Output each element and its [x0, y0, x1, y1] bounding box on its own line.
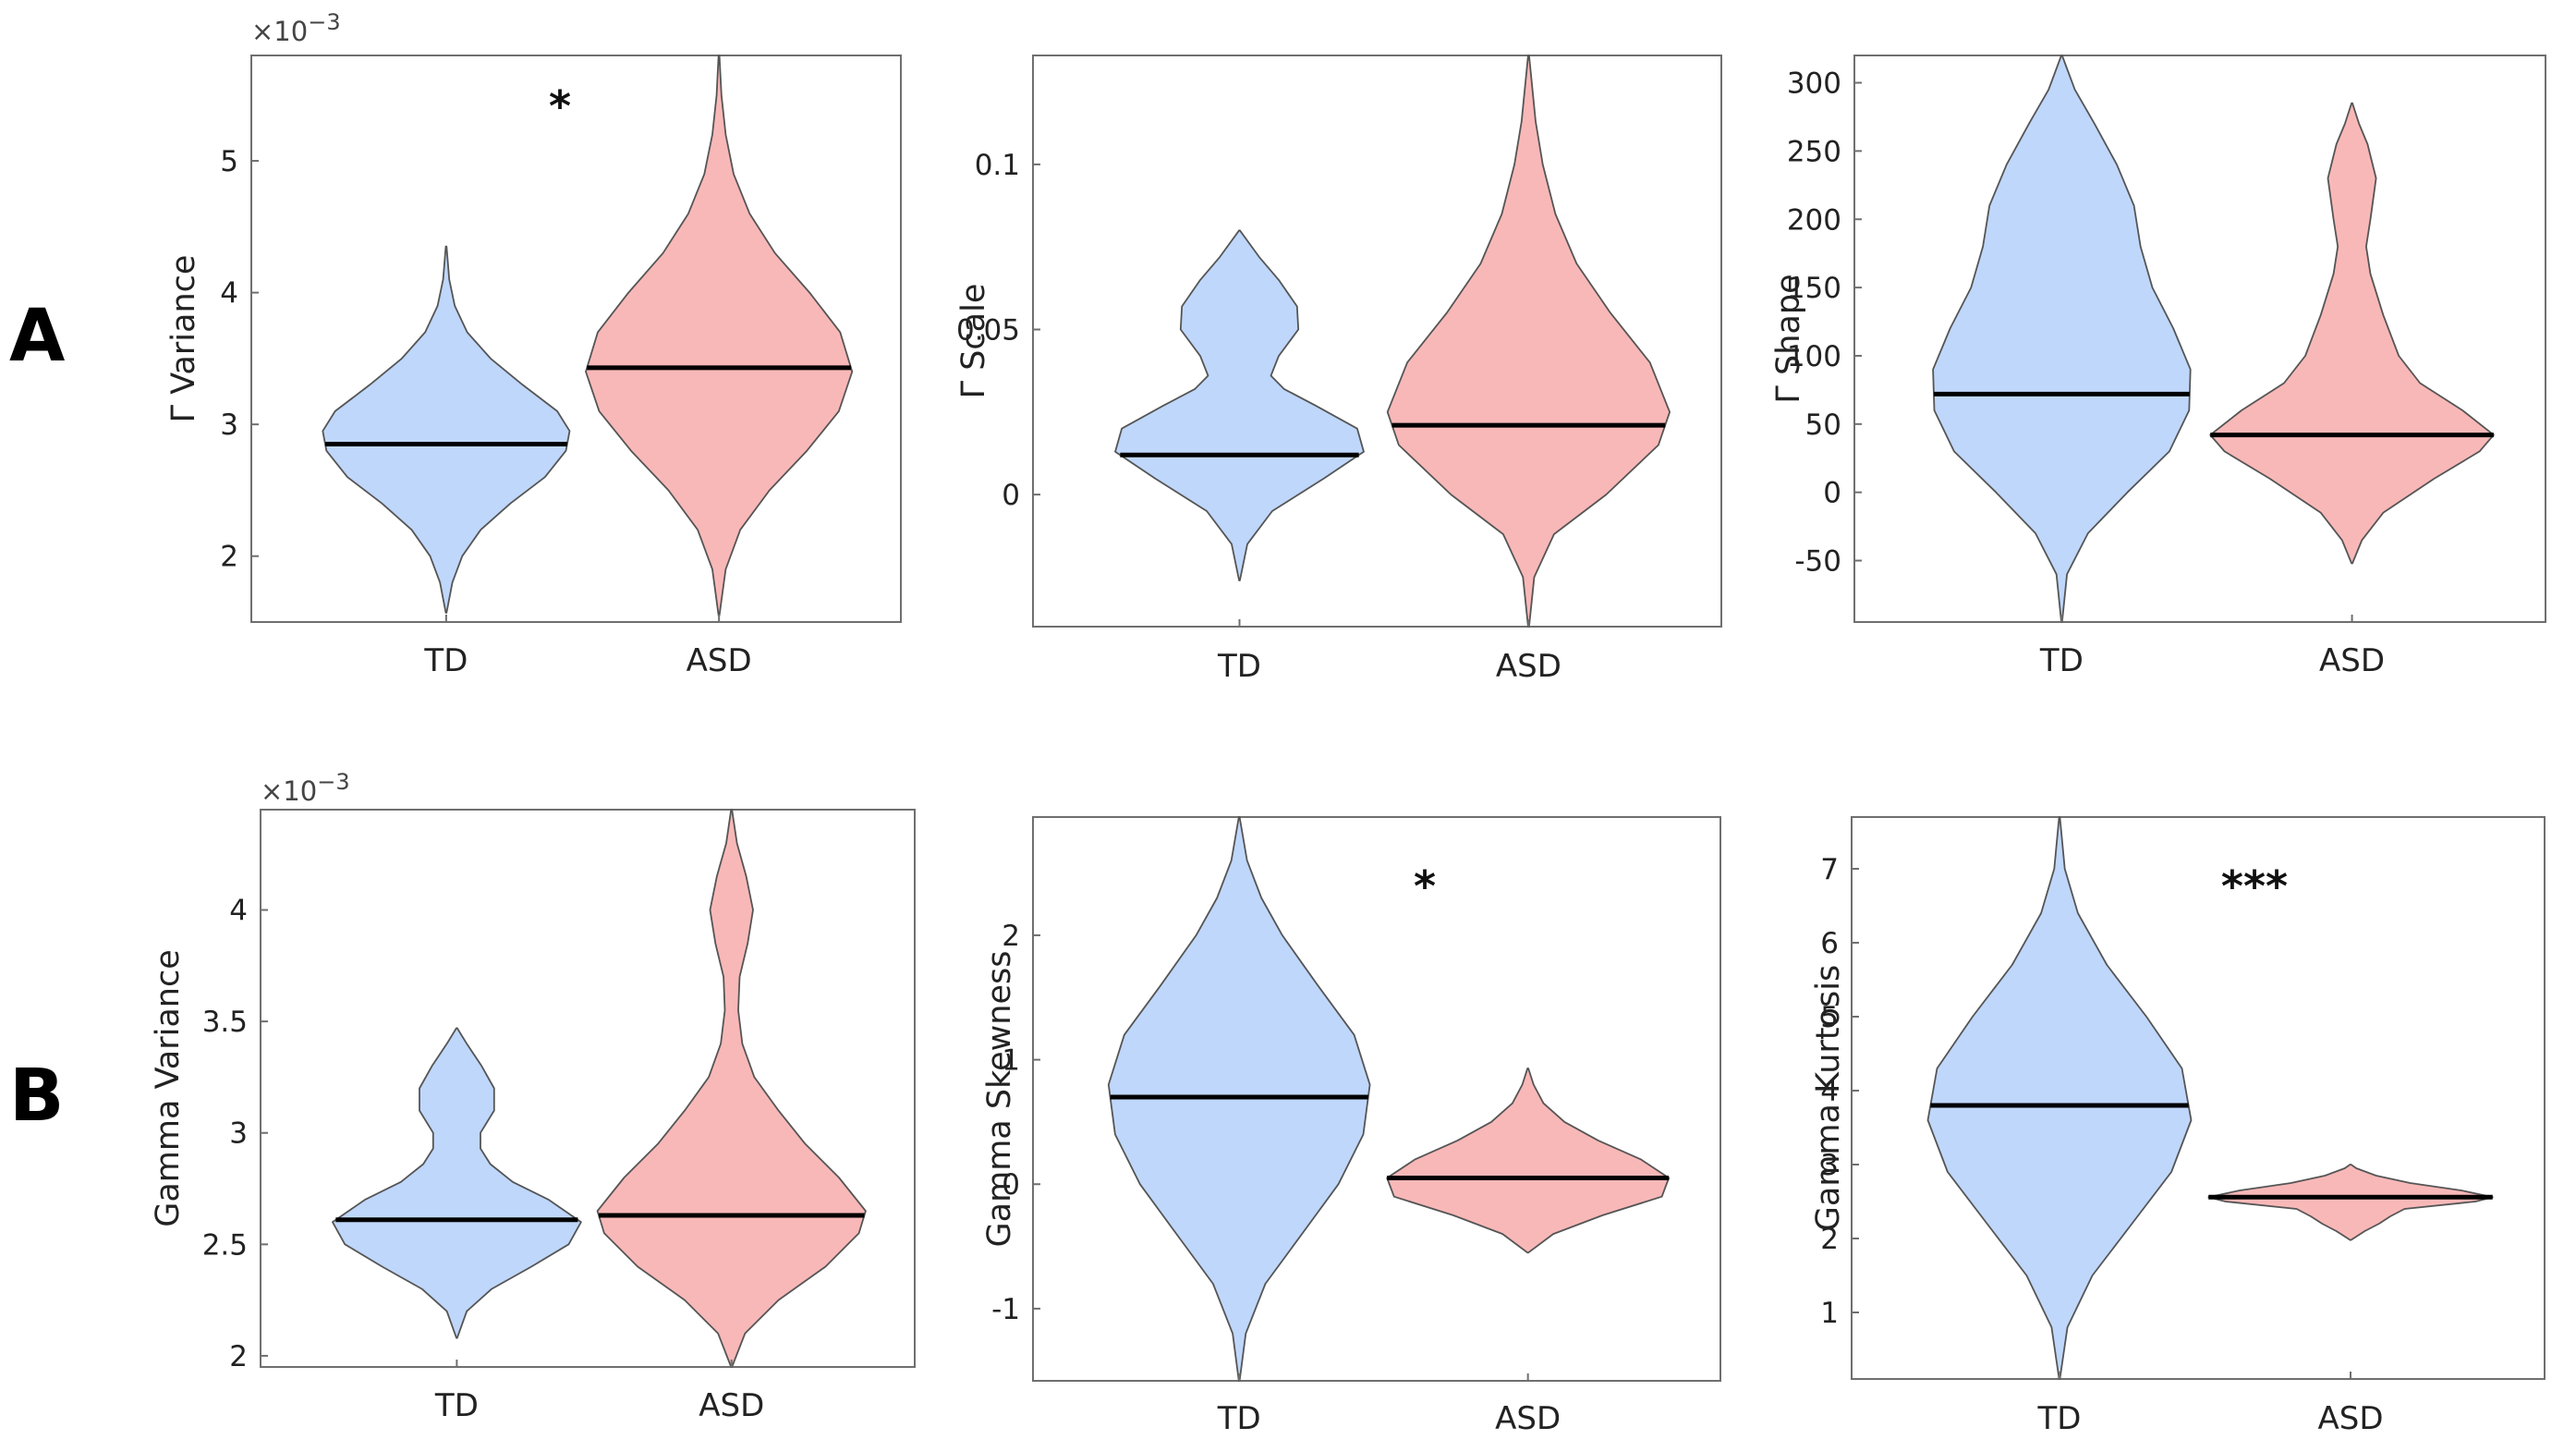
y-tick-label: -50: [1794, 545, 1841, 579]
y-tick-label: 1: [1820, 1297, 1839, 1330]
y-tick-label: 3.5: [202, 1006, 248, 1039]
x-category-label: ASD: [1496, 648, 1561, 685]
y-tick-label: 4: [229, 895, 248, 928]
y-tick-label: 0.1: [975, 149, 1020, 182]
y-tick-label: 50: [1805, 409, 1841, 442]
plot-frame: [1851, 816, 2546, 1380]
plot-frame: [1032, 55, 1722, 628]
x-category-label: ASD: [687, 642, 752, 679]
y-tick-label: 7: [1820, 853, 1839, 886]
y-axis-label: Gamma Kurtosis: [1810, 965, 1847, 1231]
y-tick-label: 5: [1820, 1001, 1839, 1034]
y-tick-label: 3: [229, 1117, 248, 1151]
y-tick-label: 1: [1002, 1044, 1020, 1078]
y-tick-label: 150: [1787, 272, 1841, 305]
violin-td: [322, 245, 571, 614]
y-axis-label: Γ Variance: [165, 255, 202, 423]
panel-label-a: A: [9, 295, 65, 378]
y-tick-label: 5: [220, 145, 238, 178]
violin-chart-6: 1 2 3 4 5 6 7 Gamma Kurtosis TD ASD ***: [1810, 816, 2546, 1437]
y-tick-label: 3: [220, 409, 238, 442]
y-tick-label: 2: [1820, 1223, 1839, 1256]
x-category-label: ASD: [699, 1387, 764, 1424]
y-tick-label: 100: [1787, 340, 1841, 373]
axis-exponent: ×10−3: [251, 9, 341, 47]
violin-asd: [1386, 1068, 1671, 1254]
plot-frame: [1853, 55, 2546, 623]
y-axis-label: Gamma Variance: [150, 949, 187, 1227]
violin-chart-2: 0 0.05 0.1 Γ Scale TD ASD: [955, 55, 1722, 685]
y-tick-label: 200: [1787, 203, 1841, 237]
violin-asd: [596, 809, 867, 1368]
y-tick-label: 6: [1820, 927, 1839, 960]
y-tick-label: 0: [1823, 477, 1841, 510]
x-category-label: TD: [2039, 642, 2084, 679]
y-tick-label: 2: [1002, 920, 1020, 953]
y-axis-label: Γ Shape: [1770, 274, 1807, 403]
violin-td: [332, 1027, 582, 1339]
y-tick-label: -1: [991, 1293, 1020, 1326]
y-tick-label: 300: [1787, 67, 1841, 101]
x-category-label: TD: [2037, 1400, 2082, 1437]
y-tick-label: 4: [1820, 1075, 1839, 1108]
axis-exponent: ×10−3: [261, 769, 350, 807]
x-category-label: TD: [1217, 1400, 1261, 1437]
violin-asd: [2207, 1164, 2494, 1241]
plot-frame: [260, 809, 916, 1368]
violin-td: [1932, 55, 2192, 623]
plot-frame: [1032, 816, 1721, 1382]
significance-marker: *: [549, 81, 571, 131]
violin-asd: [2209, 102, 2495, 565]
x-category-label: ASD: [1495, 1400, 1561, 1437]
y-axis-label: Γ Scale: [955, 284, 992, 399]
violin-chart-4: 2 2.5 3 3.5 4 ×10−3 Gamma Variance TD ASD: [150, 769, 916, 1424]
y-tick-label: 250: [1787, 135, 1841, 168]
x-category-label: TD: [423, 642, 468, 679]
y-axis-label: Gamma Skewness: [981, 951, 1018, 1248]
violin-td: [1114, 229, 1365, 581]
violin-chart-3: -50 0 50 100 150 200 250 300 Γ Shape TD ASD: [1770, 55, 2546, 679]
significance-marker: ***: [2221, 861, 2288, 911]
y-tick-label: 3: [1820, 1149, 1839, 1182]
violin-asd: [585, 55, 854, 616]
plot-frame: [250, 55, 902, 623]
y-tick-label: 2.5: [202, 1228, 248, 1262]
x-category-label: TD: [434, 1387, 479, 1424]
y-tick-label: 2: [220, 541, 238, 574]
y-tick-label: 4: [220, 277, 238, 311]
x-category-label: ASD: [2319, 642, 2385, 679]
y-tick-label: 0: [1002, 479, 1020, 512]
x-category-label: TD: [1217, 648, 1261, 685]
violin-asd: [1386, 55, 1671, 628]
y-tick-label: 0: [1002, 1168, 1020, 1202]
x-category-label: ASD: [2317, 1400, 2383, 1437]
violin-chart-1: 2 3 4 5 ×10−3 Γ Variance TD ASD *: [165, 9, 902, 679]
panel-label-b: B: [9, 1055, 64, 1138]
y-tick-label: 2: [229, 1340, 248, 1373]
violin-td: [1926, 816, 2193, 1380]
y-tick-label: 0.05: [956, 313, 1020, 347]
significance-marker: *: [1414, 861, 1436, 911]
